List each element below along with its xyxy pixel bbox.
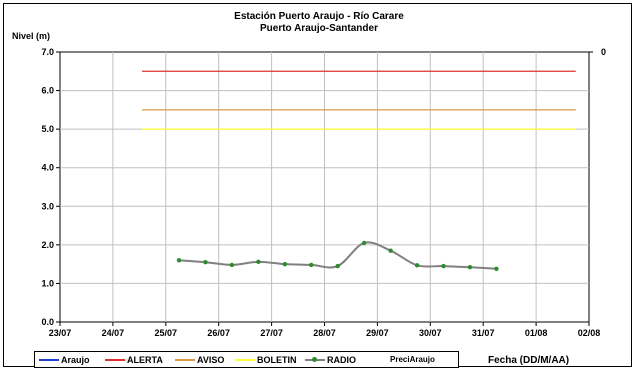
legend-label-aviso: AVISO — [197, 354, 225, 365]
x-tick-label: 23/07 — [49, 328, 72, 338]
legend-swatch-aviso — [175, 358, 195, 361]
legend-swatch-araujo — [39, 358, 59, 361]
x-tick-label: 25/07 — [155, 328, 178, 338]
legend: Araujo ALERTA AVISO BOLETIN RADIO PreciA… — [34, 351, 459, 368]
series-group — [176, 240, 499, 271]
y-axis-label: Nivel (m) — [12, 31, 50, 41]
x-axis-label: Fecha (DD/M/AA) — [488, 355, 570, 366]
y-tick-label: 5.0 — [41, 124, 54, 134]
legend-item-araujo: Araujo — [39, 352, 90, 367]
legend-item-aviso: AVISO — [175, 352, 224, 367]
data-point-radio — [229, 262, 235, 268]
x-tick-labels: 23/07 24/07 25/07 26/07 27/07 28/07 29/07 30/07… — [49, 328, 601, 338]
legend-swatch-boletin — [235, 358, 255, 361]
legend-label-preciaraujo: PreciAraujo — [390, 355, 435, 364]
y-tick-label: 3.0 — [41, 201, 54, 211]
legend-item-preciaraujo: PreciAraujo — [390, 352, 435, 367]
data-point-radio — [203, 260, 208, 265]
data-point-radio — [494, 266, 499, 271]
data-point-radio — [467, 265, 473, 270]
x-tick-label: 01/08 — [525, 328, 548, 338]
legend-item-radio: RADIO — [305, 352, 356, 367]
data-point-radio — [256, 259, 261, 265]
legend-swatch-alerta — [105, 358, 125, 361]
legend-label-araujo: Araujo — [61, 354, 90, 365]
y-tick-label: 6.0 — [41, 86, 54, 96]
x-tick-label: 02/08 — [578, 328, 601, 338]
x-tick-label: 27/07 — [260, 328, 283, 338]
x-tick-label: 30/07 — [419, 328, 442, 338]
chart-subtitle: Puerto Araujo-Santander — [260, 23, 378, 34]
y-tick-label: 0.0 — [41, 317, 54, 327]
data-point-radio — [335, 263, 340, 269]
legend-item-alerta: ALERTA — [105, 352, 163, 367]
y-tick-label: 7.0 — [41, 47, 54, 57]
grid — [56, 51, 593, 326]
legend-marker-radio — [312, 356, 317, 362]
data-point-radio — [309, 262, 314, 268]
y2-tick-label: 0 — [601, 47, 606, 57]
y-tick-label: 1.0 — [41, 278, 54, 288]
data-point-radio — [414, 263, 420, 268]
x-tick-label: 29/07 — [366, 328, 389, 338]
data-point-radio — [361, 240, 367, 246]
threshold-lines — [141, 70, 576, 130]
data-point-radio — [176, 258, 182, 263]
chart-title: Estación Puerto Araujo - Río Carare — [234, 11, 404, 22]
y-tick-label: 2.0 — [41, 240, 54, 250]
legend-swatch-radio — [305, 356, 325, 362]
x-tick-label: 24/07 — [102, 328, 125, 338]
y2-tick-labels: 0 — [601, 47, 606, 57]
x-tick-label: 26/07 — [207, 328, 230, 338]
chart-frame: Estación Puerto Araujo - Río Carare Puer… — [3, 3, 632, 368]
legend-label-alerta: ALERTA — [127, 354, 163, 365]
x-tick-label: 31/07 — [472, 328, 495, 338]
legend-label-boletin: BOLETIN — [257, 354, 297, 365]
legend-item-boletin: BOLETIN — [235, 352, 297, 367]
y-tick-labels: 0.0 1.0 2.0 3.0 4.0 5.0 6.0 7.0 — [41, 47, 54, 327]
data-point-radio — [282, 261, 288, 267]
y-tick-label: 4.0 — [41, 163, 54, 173]
legend-label-radio: RADIO — [327, 354, 356, 365]
x-tick-label: 28/07 — [313, 328, 336, 338]
data-point-radio — [441, 263, 446, 269]
data-point-radio — [388, 248, 393, 253]
chart-svg: Estación Puerto Araujo - Río Carare Puer… — [12, 11, 606, 338]
